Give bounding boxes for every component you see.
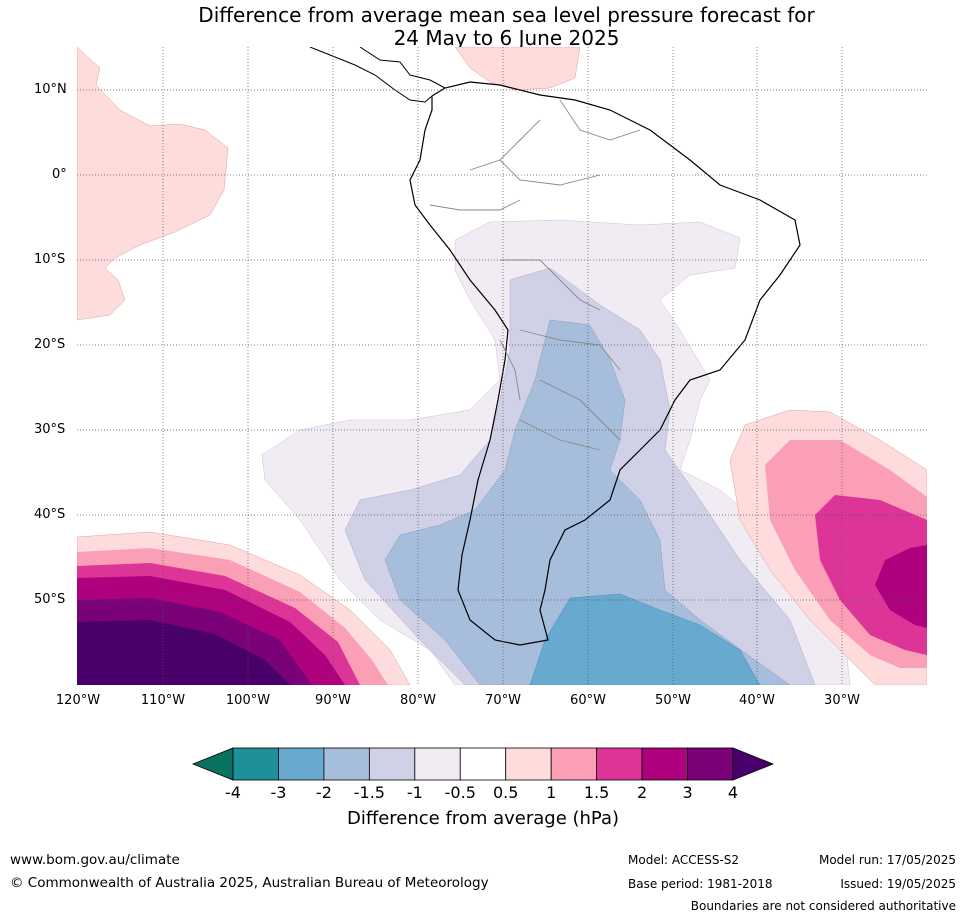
- footer-url: www.bom.gov.au/climate: [10, 852, 180, 868]
- footer-model: Model: ACCESS-S2: [628, 853, 740, 867]
- colorbar-swatch: [687, 747, 734, 781]
- lat-label-50s: 50°S: [34, 592, 66, 607]
- colorbar-tick-label: 2: [636, 783, 648, 802]
- lon-label-120w: 120°W: [55, 693, 101, 708]
- colorbar-swatch: [323, 747, 370, 781]
- colorbar-tick-label: -0.5: [444, 783, 476, 802]
- lon-label-40w: 40°W: [739, 693, 775, 708]
- negative-anomaly-minus1-5: [384, 319, 791, 685]
- colorbar-high-extend: [732, 747, 775, 781]
- colorbar-swatch: [505, 747, 552, 781]
- colorbar-tick-label: -4: [225, 783, 241, 802]
- title-line-1: Difference from average mean sea level p…: [198, 3, 815, 27]
- lat-label-10n: 10°N: [34, 82, 67, 97]
- footer-base-period: Base period: 1981-2018: [628, 877, 773, 891]
- colorbar-low-extend: [191, 747, 234, 781]
- footer-copyright: © Commonwealth of Australia 2025, Austra…: [10, 875, 489, 891]
- lon-label-100w: 100°W: [225, 693, 271, 708]
- colorbar-swatch: [550, 747, 598, 781]
- lon-label-30w: 30°W: [824, 693, 860, 708]
- footer-model-run: Model run: 17/05/2025: [818, 853, 956, 867]
- colorbar-swatch: [368, 747, 416, 781]
- central-america-coastline: [309, 47, 446, 103]
- colorbar-tick-label: 3: [682, 783, 693, 802]
- lon-label-60w: 60°W: [570, 693, 606, 708]
- lat-label-30s: 30°S: [34, 422, 66, 437]
- colorbar-swatch: [459, 747, 507, 781]
- positive-anomaly-southeast-2: [875, 545, 927, 628]
- footer-issued: Issued: 19/05/2025: [840, 877, 956, 891]
- negative-anomaly-minus2: [529, 593, 761, 685]
- colorbar-tick-label: -2: [315, 783, 332, 802]
- graticule: [77, 47, 927, 685]
- pressure-anomaly-map: [77, 47, 927, 685]
- colorbar-tick-label: 1: [546, 783, 557, 802]
- lat-label-40s: 40°S: [34, 507, 66, 522]
- colorbar-swatch: [596, 747, 643, 781]
- lon-label-90w: 90°W: [315, 693, 351, 708]
- lat-label-20s: 20°S: [34, 337, 66, 352]
- lon-label-110w: 110°W: [140, 693, 186, 708]
- south-america-coastline: [409, 81, 801, 646]
- colorbar-tick-label: 1.5: [583, 783, 610, 802]
- colorbar-tick-label: -3: [270, 783, 287, 802]
- colorbar-tick-label: 0.5: [492, 783, 519, 802]
- lon-label-50w: 50°W: [655, 693, 691, 708]
- colorbar-tick-label: -1: [406, 783, 423, 802]
- colorbar-swatch: [414, 747, 461, 781]
- footer-disclaimer: Boundaries are not considered authoritat…: [690, 899, 956, 913]
- colorbar-tick-label: -1.5: [353, 783, 385, 802]
- title-line-2: 24 May to 6 June 2025: [393, 26, 620, 50]
- lon-label-80w: 80°W: [400, 693, 436, 708]
- positive-anomaly-southwest-4: [77, 620, 290, 685]
- lon-label-70w: 70°W: [485, 693, 521, 708]
- map-title: Difference from average mean sea level p…: [0, 4, 965, 50]
- colorbar-swatch: [232, 747, 279, 781]
- colorbar-swatch: [641, 747, 688, 781]
- colorbar-tick-label: 4: [727, 783, 739, 802]
- colorbar-swatch: [278, 747, 325, 781]
- lat-label-10s: 10°S: [34, 252, 66, 267]
- positive-anomaly-north: [454, 47, 581, 91]
- colorbar-label: Difference from average (hPa): [346, 808, 620, 829]
- country-borders: [429, 99, 641, 451]
- lat-label-0: 0°: [52, 167, 67, 182]
- positive-anomaly-northwest: [77, 47, 229, 321]
